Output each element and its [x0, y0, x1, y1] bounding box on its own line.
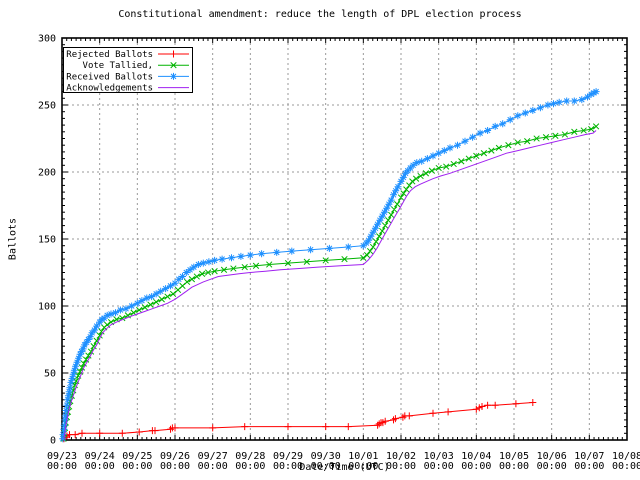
legend-entry-received-ballots: Received Ballots	[66, 72, 189, 82]
legend-box	[63, 47, 193, 93]
legend-label: Received Ballots	[66, 72, 153, 82]
svg-text:0: 0	[50, 436, 56, 447]
svg-text:09/26: 09/26	[160, 451, 190, 462]
x-tick-labels: 09/2300:0009/2400:0009/2500:0009/2600:00…	[47, 451, 640, 472]
svg-text:10/04: 10/04	[461, 451, 491, 462]
y-axis-label: Ballots	[7, 217, 19, 261]
series-acknowledgements	[63, 130, 597, 439]
legend-sample-star	[158, 72, 189, 80]
svg-text:00:00: 00:00	[47, 461, 77, 472]
legend-label: Acknowledgements	[66, 84, 153, 94]
svg-text:09/27: 09/27	[198, 451, 228, 462]
svg-text:150: 150	[38, 235, 56, 246]
svg-text:00:00: 00:00	[160, 461, 190, 472]
legend-entry-acknowledgements: Acknowledgements	[66, 84, 189, 94]
svg-text:09/29: 09/29	[273, 451, 303, 462]
svg-text:00:00: 00:00	[85, 461, 115, 472]
svg-text:09/30: 09/30	[311, 451, 341, 462]
svg-text:10/07: 10/07	[574, 451, 604, 462]
svg-text:10/08: 10/08	[612, 451, 640, 462]
svg-text:300: 300	[38, 34, 56, 45]
svg-text:00:00: 00:00	[122, 461, 152, 472]
legend-sample-cross	[158, 62, 189, 69]
svg-text:10/01: 10/01	[348, 451, 378, 462]
svg-text:00:00: 00:00	[461, 461, 491, 472]
svg-text:00:00: 00:00	[386, 461, 416, 472]
svg-text:250: 250	[38, 101, 56, 112]
x-axis-label: Date/Time (UTC)	[299, 462, 390, 473]
svg-text:00:00: 00:00	[499, 461, 529, 472]
svg-text:00:00: 00:00	[424, 461, 454, 472]
svg-text:09/24: 09/24	[85, 451, 115, 462]
svg-text:100: 100	[38, 302, 56, 313]
series-vote-tallied	[60, 123, 600, 442]
svg-text:09/28: 09/28	[235, 451, 265, 462]
svg-text:00:00: 00:00	[612, 461, 640, 472]
legend-entry-rejected-ballots: Rejected Ballots	[66, 50, 189, 60]
svg-text:10/03: 10/03	[424, 451, 454, 462]
legend-label: Vote Tallied,	[83, 61, 153, 71]
svg-text:10/05: 10/05	[499, 451, 529, 462]
svg-text:00:00: 00:00	[198, 461, 228, 472]
axis-ticks	[61, 37, 628, 441]
svg-text:00:00: 00:00	[348, 461, 378, 472]
svg-text:00:00: 00:00	[537, 461, 567, 472]
series-rejected-ballots	[60, 399, 537, 443]
svg-text:200: 200	[38, 168, 56, 179]
svg-text:00:00: 00:00	[574, 461, 604, 472]
svg-text:10/02: 10/02	[386, 451, 416, 462]
legend-sample-plus	[158, 50, 189, 58]
svg-text:00:00: 00:00	[235, 461, 265, 472]
svg-text:00:00: 00:00	[311, 461, 341, 472]
chart-title: Constitutional amendment: reduce the len…	[118, 9, 522, 20]
svg-text:09/23: 09/23	[47, 451, 77, 462]
legend-entry-vote-tallied: Vote Tallied,	[83, 61, 189, 71]
y-tick-labels: 0 50 100 150 200 250 300	[38, 34, 56, 447]
grid	[62, 38, 627, 440]
series-received-ballots	[59, 88, 600, 443]
svg-text:09/25: 09/25	[122, 451, 152, 462]
svg-text:10/06: 10/06	[537, 451, 567, 462]
svg-text:50: 50	[44, 369, 56, 380]
svg-text:00:00: 00:00	[273, 461, 303, 472]
legend-label: Rejected Ballots	[66, 50, 153, 60]
